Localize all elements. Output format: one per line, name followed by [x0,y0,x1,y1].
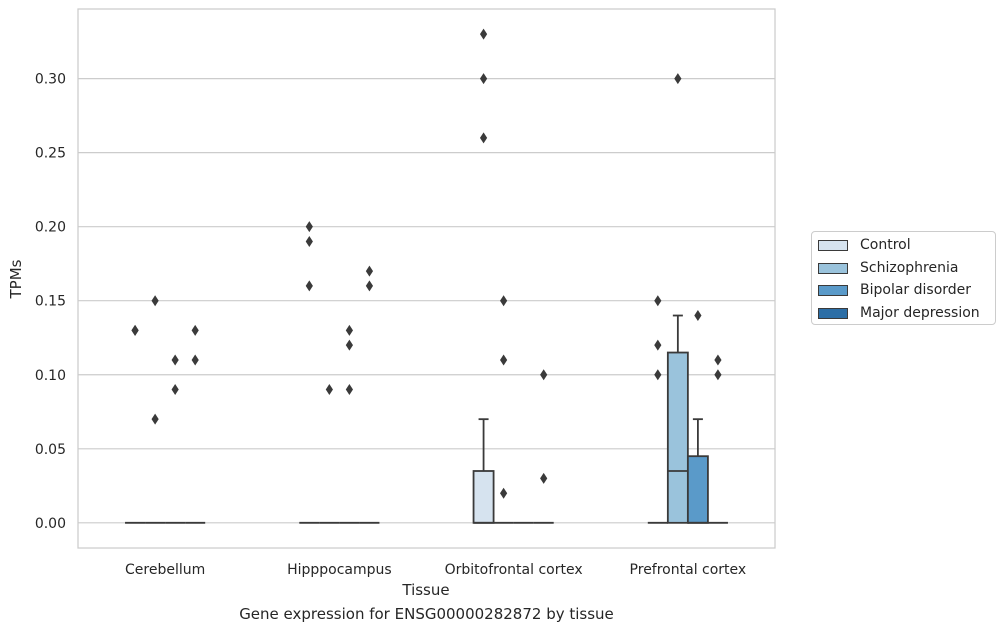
outlier-point [305,235,313,247]
outlier-point [345,339,353,351]
outlier-point [500,487,508,499]
outlier-point [654,339,662,351]
outlier-point [305,221,313,233]
legend: Control Schizophrenia Bipolar disorder M… [811,231,996,325]
outlier-point [151,295,159,307]
legend-swatch-schizophrenia [818,262,848,274]
legend-label-schizophrenia: Schizophrenia [860,260,959,276]
outliers [131,28,722,499]
gridlines [78,77,775,524]
box-3-1 [666,314,689,524]
outlier-point [191,324,199,336]
legend-item-schizophrenia: Schizophrenia [818,258,958,278]
y-tick-label: 0.15 [35,294,66,310]
y-tick-label: 0.10 [35,368,66,384]
x-tick-labels: Cerebellum Hipppocampus Orbitofrontal cort… [125,562,746,578]
outlier-point [171,384,179,396]
outlier-point [171,354,179,366]
outlier-point [131,324,139,336]
box-rect [472,470,495,524]
outlier-point [500,354,508,366]
outlier-point [654,295,662,307]
legend-label-bipolar-disorder: Bipolar disorder [860,282,972,298]
legend-swatch-control [818,239,848,251]
y-tick-label: 0.25 [35,146,66,162]
plot-area-frame [77,8,776,549]
x-tick-label: Cerebellum [125,562,205,578]
legend-label-major-depression: Major depression [860,305,980,321]
legend-swatch-bipolar-disorder [818,284,848,296]
legend-item-major-depression: Major depression [818,303,980,323]
outlier-point [540,472,548,484]
outlier-point [191,354,199,366]
y-tick-label: 0.00 [35,516,66,532]
y-tick-labels: 0.00 0.05 0.10 0.15 0.20 0.25 0.30 [35,72,66,532]
outlier-point [714,354,722,366]
outlier-point [654,369,662,381]
outlier-point [345,384,353,396]
y-tick-label: 0.30 [35,72,66,88]
box-rect [686,455,709,524]
outlier-point [345,324,353,336]
outlier-point [540,369,548,381]
outlier-point [365,265,374,277]
outlier-point [479,28,488,40]
outlier-point [305,280,313,292]
y-axis-label: TPMs [7,259,25,299]
outlier-point [500,295,508,307]
box-rect [666,351,689,524]
outlier-point [694,310,702,322]
boxes [125,314,728,524]
x-tick-label: Orbitofrontal cortex [445,562,583,578]
legend-item-bipolar-disorder: Bipolar disorder [818,280,971,300]
outlier-point [674,73,682,85]
outlier-point [714,369,722,381]
chart-title: Gene expression for ENSG00000282872 by t… [239,605,614,623]
outlier-point [325,384,333,396]
box-2-0 [472,418,495,524]
outlier-point [479,132,488,144]
x-axis-label: Tissue [401,581,449,599]
outlier-point [365,280,374,292]
legend-label-control: Control [860,237,911,253]
x-tick-label: Hipppocampus [287,562,392,578]
outlier-point [479,73,488,85]
outlier-point [151,413,159,425]
y-tick-label: 0.20 [35,220,66,236]
legend-swatch-major-depression [818,307,848,319]
box-3-2 [686,418,709,524]
y-tick-label: 0.05 [35,442,66,458]
legend-item-control: Control [818,235,911,255]
x-tick-label: Prefrontal cortex [630,562,747,578]
